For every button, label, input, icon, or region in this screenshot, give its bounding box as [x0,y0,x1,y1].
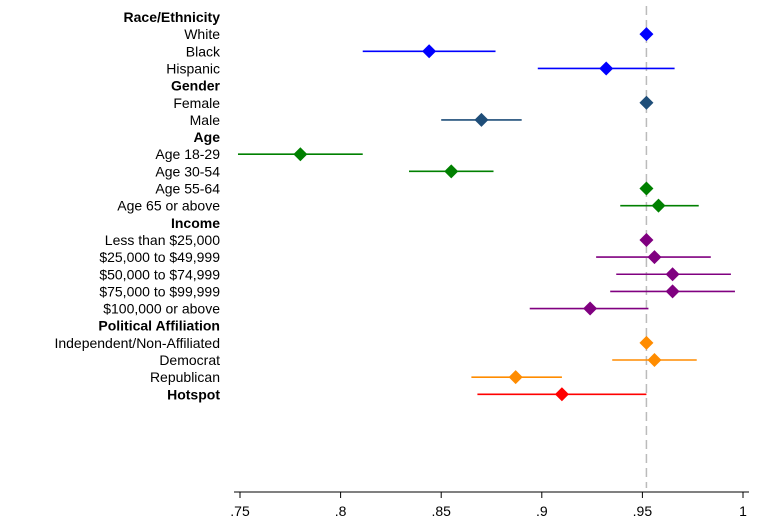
group-title: Income [171,215,220,231]
estimate-marker [422,44,437,59]
x-axis: .75 .8 .85 .9 .95 1 [230,491,749,519]
estimate-marker [639,27,654,42]
group-title: Gender [171,78,221,94]
x-tick-label: .95 [633,503,653,519]
estimate-marker [665,267,680,282]
row-label: Hispanic [166,60,220,76]
row-label: Less than $25,000 [105,232,220,248]
group-title: Political Affiliation [98,318,220,334]
row-label: Independent/Non-Affiliated [54,335,220,351]
row-label: $50,000 to $74,999 [99,266,220,282]
row-label: Age 18-29 [155,146,220,162]
estimate-marker [639,335,654,350]
row-label: Republican [150,369,220,385]
x-tick-label: 1 [739,503,747,519]
estimate-marker [639,181,654,196]
estimate-marker [599,61,614,76]
x-tick-label: .9 [536,503,548,519]
row-label: $25,000 to $49,999 [99,249,220,265]
estimate-marker [583,301,598,316]
estimate-marker [444,164,459,179]
estimate-marker [639,232,654,247]
row-label: $100,000 or above [103,301,220,317]
group-title: Race/Ethnicity [124,9,221,25]
row-label: Male [190,112,221,128]
group-title: Hotspot [167,386,220,402]
estimate-marker [554,387,569,402]
row-label: Age 30-54 [155,163,220,179]
row-label: Age 55-64 [155,181,220,197]
row-label: Female [173,95,220,111]
estimate-marker [293,147,308,162]
estimate-marker [651,198,666,213]
estimate-marker [639,95,654,110]
x-tick-label: .75 [230,503,250,519]
x-tick-label: .8 [335,503,347,519]
estimate-marker [647,250,662,265]
estimate-marker [474,112,489,127]
row-label: Democrat [159,352,220,368]
plot-area [237,6,735,488]
row-label: White [184,26,220,42]
x-tick-label: .85 [431,503,451,519]
row-label: Black [186,43,221,59]
row-label: $75,000 to $99,999 [99,283,220,299]
estimate-marker [665,284,680,299]
estimate-marker [647,353,662,367]
row-label: Age 65 or above [117,198,220,214]
estimate-marker [508,370,523,385]
group-title: Age [194,129,221,145]
